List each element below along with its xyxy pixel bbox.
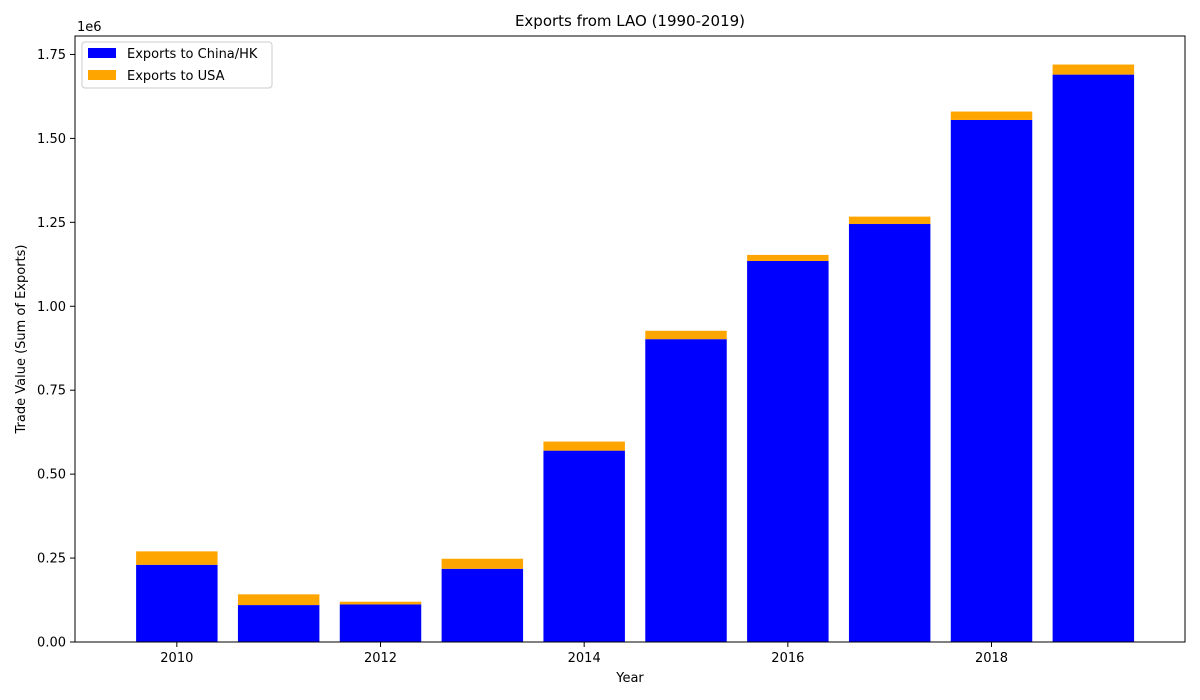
y-tick-label: 0.75 — [37, 384, 66, 399]
legend-label-usa: Exports to USA — [127, 69, 225, 84]
y-offset-label: 1e6 — [77, 20, 102, 35]
bar-china-hk-2010 — [136, 564, 218, 642]
bar-china-hk-2011 — [237, 605, 320, 642]
bar-usa-2015 — [645, 330, 727, 340]
legend-swatch-china-hk — [88, 48, 116, 58]
x-axis: 2010 2012 2014 2016 2018 — [160, 642, 1008, 666]
bar-china-hk-2013 — [441, 568, 524, 642]
y-axis: 0.00 0.25 0.50 0.75 1.00 1.25 1.50 1.75 — [37, 48, 75, 651]
bar-china-hk-2017 — [848, 224, 931, 642]
bar-china-hk-2018 — [950, 119, 1033, 642]
plot-frame — [74, 35, 1186, 643]
bar-usa-2011 — [237, 594, 320, 606]
bar-usa-2016 — [747, 254, 829, 261]
bar-usa-2017 — [848, 216, 931, 225]
y-axis-label: Trade Value (Sum of Exports) — [14, 245, 29, 435]
y-tick-label: 1.25 — [37, 216, 66, 231]
bar-china-hk-2019 — [1052, 74, 1135, 642]
bar-usa-2014 — [543, 441, 625, 451]
bar-china-hk-2015 — [645, 339, 727, 642]
y-tick-label: 0.25 — [37, 552, 66, 567]
x-tick-label: 2016 — [771, 651, 804, 666]
legend-label-china-hk: Exports to China/HK — [127, 47, 258, 62]
bar-usa-2019 — [1052, 64, 1135, 75]
bars-group — [136, 64, 1135, 642]
bar-china-hk-2016 — [747, 260, 829, 642]
x-tick-label: 2010 — [160, 651, 193, 666]
bar-china-hk-2012 — [339, 604, 422, 642]
y-tick-label: 0.00 — [37, 636, 66, 651]
x-tick-label: 2014 — [568, 651, 601, 666]
x-tick-label: 2012 — [364, 651, 397, 666]
x-axis-label: Year — [615, 671, 644, 686]
y-tick-label: 1.00 — [37, 300, 66, 315]
x-tick-label: 2018 — [975, 651, 1008, 666]
chart-title: Exports from LAO (1990-2019) — [515, 12, 745, 30]
y-tick-label: 1.75 — [37, 48, 66, 63]
bar-usa-2012 — [339, 601, 422, 605]
bar-china-hk-2014 — [543, 450, 625, 642]
y-tick-label: 1.50 — [37, 132, 66, 147]
bar-usa-2010 — [136, 551, 218, 565]
bar-usa-2013 — [441, 558, 524, 569]
bar-usa-2018 — [950, 111, 1033, 120]
y-tick-label: 0.50 — [37, 468, 66, 483]
legend-swatch-usa — [88, 70, 116, 80]
legend: Exports to China/HK Exports to USA — [81, 41, 273, 89]
legend-box — [81, 41, 273, 89]
